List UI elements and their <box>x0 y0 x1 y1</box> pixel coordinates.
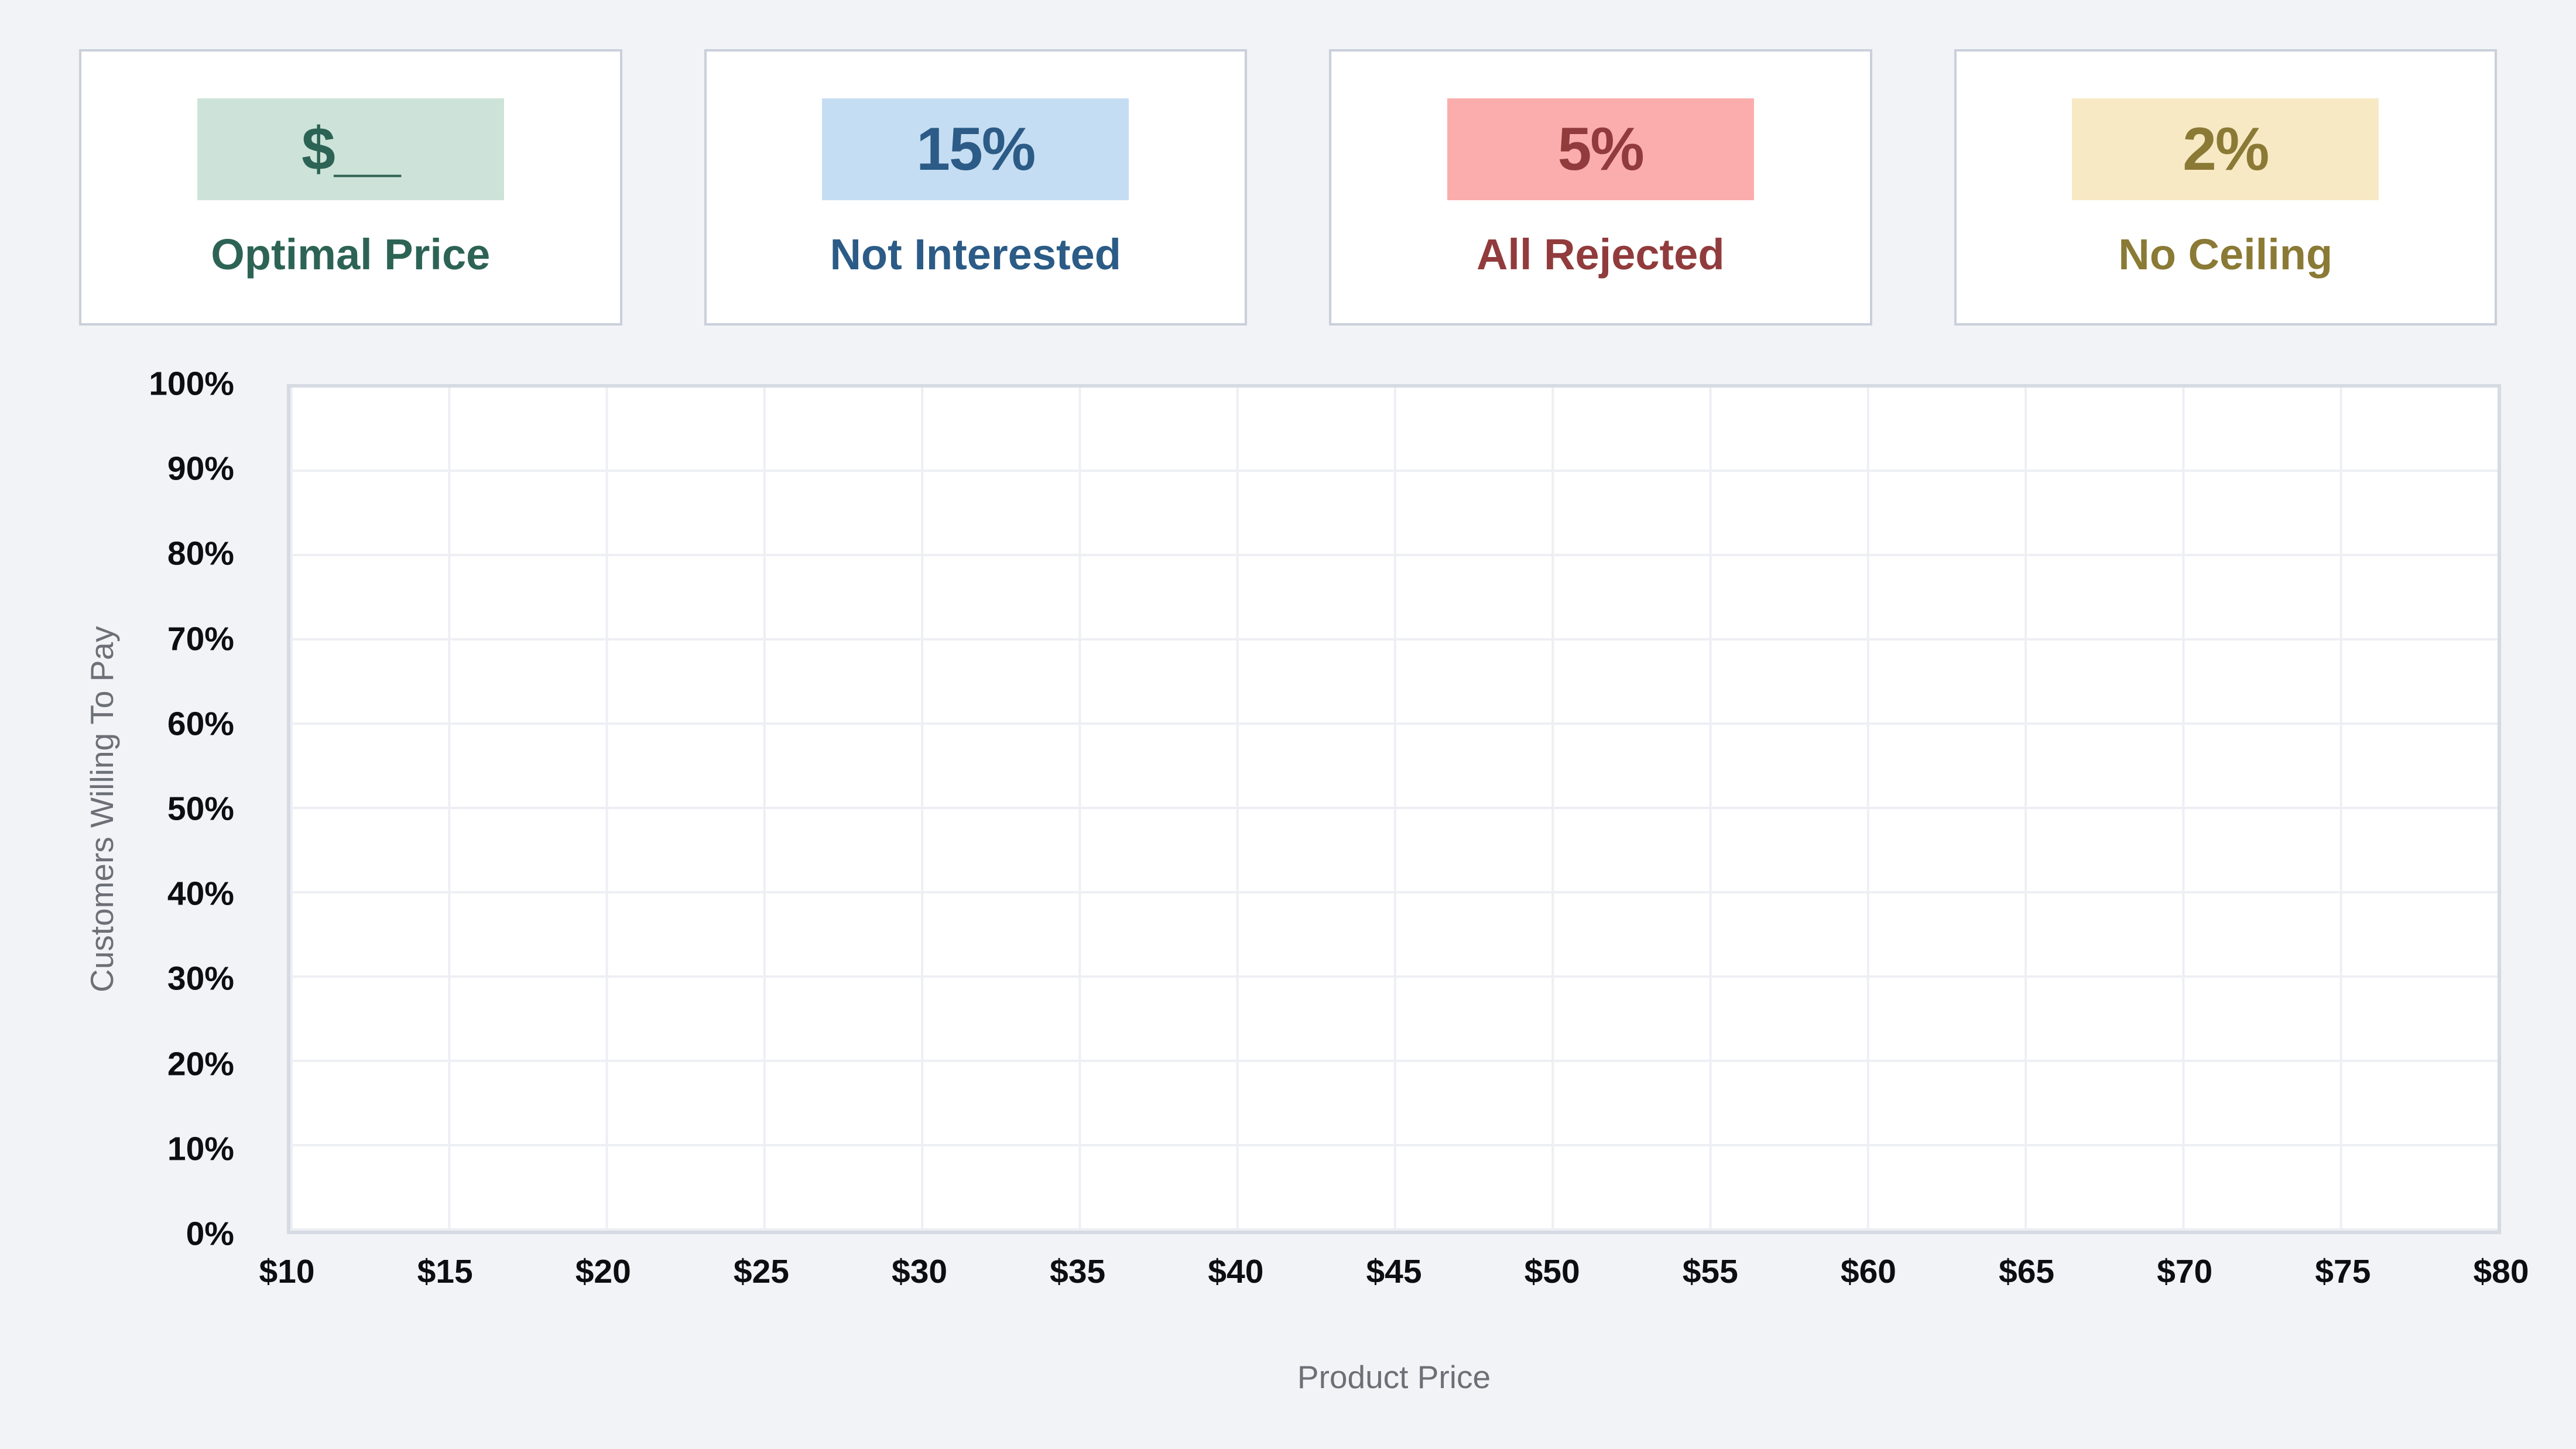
x-axis-ticks: $10 $15 $20 $25 $30 $35 $40 $45 $50 $55 $60 $65 $70 $… <box>259 1253 2529 1306</box>
stat-value: 15% <box>916 115 1036 183</box>
x-tick-label: $75 <box>2315 1253 2371 1290</box>
y-axis-ticks: 0% 10% 20% 30% 40% 50% 60% 70% 80% 90% 100% <box>59 367 234 1251</box>
stat-value-box: 5% <box>1447 98 1754 200</box>
stat-label: No Ceiling <box>2118 230 2333 279</box>
x-tick-label: $15 <box>417 1253 473 1290</box>
x-axis-title: Product Price <box>1297 1359 1491 1395</box>
x-tick-label: $35 <box>1050 1253 1106 1290</box>
stat-value-box: 15% <box>822 98 1129 200</box>
x-tick-label: $55 <box>1682 1253 1738 1290</box>
y-tick-label: 10% <box>167 1130 234 1168</box>
stat-card-all-rejected: 5% All Rejected <box>1329 49 1872 326</box>
stat-value: 5% <box>1557 115 1645 183</box>
x-tick-label: $45 <box>1366 1253 1422 1290</box>
stat-label: Not Interested <box>830 230 1121 279</box>
y-tick-label: 30% <box>167 960 234 998</box>
x-tick-label: $10 <box>259 1253 315 1290</box>
y-tick-label: 60% <box>167 705 234 743</box>
x-tick-label: $70 <box>2157 1253 2213 1290</box>
stat-cards: $__ Optimal Price 15% Not Interested 5% … <box>79 49 2497 326</box>
stat-label: All Rejected <box>1476 230 1725 279</box>
x-tick-label: $25 <box>733 1253 789 1290</box>
x-tick-label: $20 <box>575 1253 631 1290</box>
y-tick-label: 40% <box>167 875 234 913</box>
y-tick-label: 20% <box>167 1045 234 1083</box>
y-tick-label: 100% <box>149 365 234 403</box>
y-tick-label: 90% <box>167 450 234 488</box>
stat-value: 2% <box>2183 115 2269 183</box>
y-tick-label: 70% <box>167 620 234 658</box>
stat-card-no-ceiling: 2% No Ceiling <box>1954 49 2497 326</box>
stat-label: Optimal Price <box>211 230 491 279</box>
stat-value: $__ <box>301 115 401 183</box>
stat-card-optimal-price: $__ Optimal Price <box>79 49 622 326</box>
x-tick-label: $50 <box>1524 1253 1580 1290</box>
x-tick-label: $80 <box>2473 1253 2529 1290</box>
x-tick-label: $40 <box>1208 1253 1264 1290</box>
y-tick-label: 0% <box>186 1215 234 1253</box>
x-tick-label: $60 <box>1840 1253 1896 1290</box>
y-tick-label: 50% <box>167 790 234 828</box>
x-tick-label: $30 <box>892 1253 948 1290</box>
stat-card-not-interested: 15% Not Interested <box>704 49 1247 326</box>
plot-area <box>287 384 2501 1234</box>
x-tick-label: $65 <box>1999 1253 2055 1290</box>
stat-value-box: $__ <box>197 98 504 200</box>
y-tick-label: 80% <box>167 535 234 573</box>
stat-value-box: 2% <box>2072 98 2379 200</box>
